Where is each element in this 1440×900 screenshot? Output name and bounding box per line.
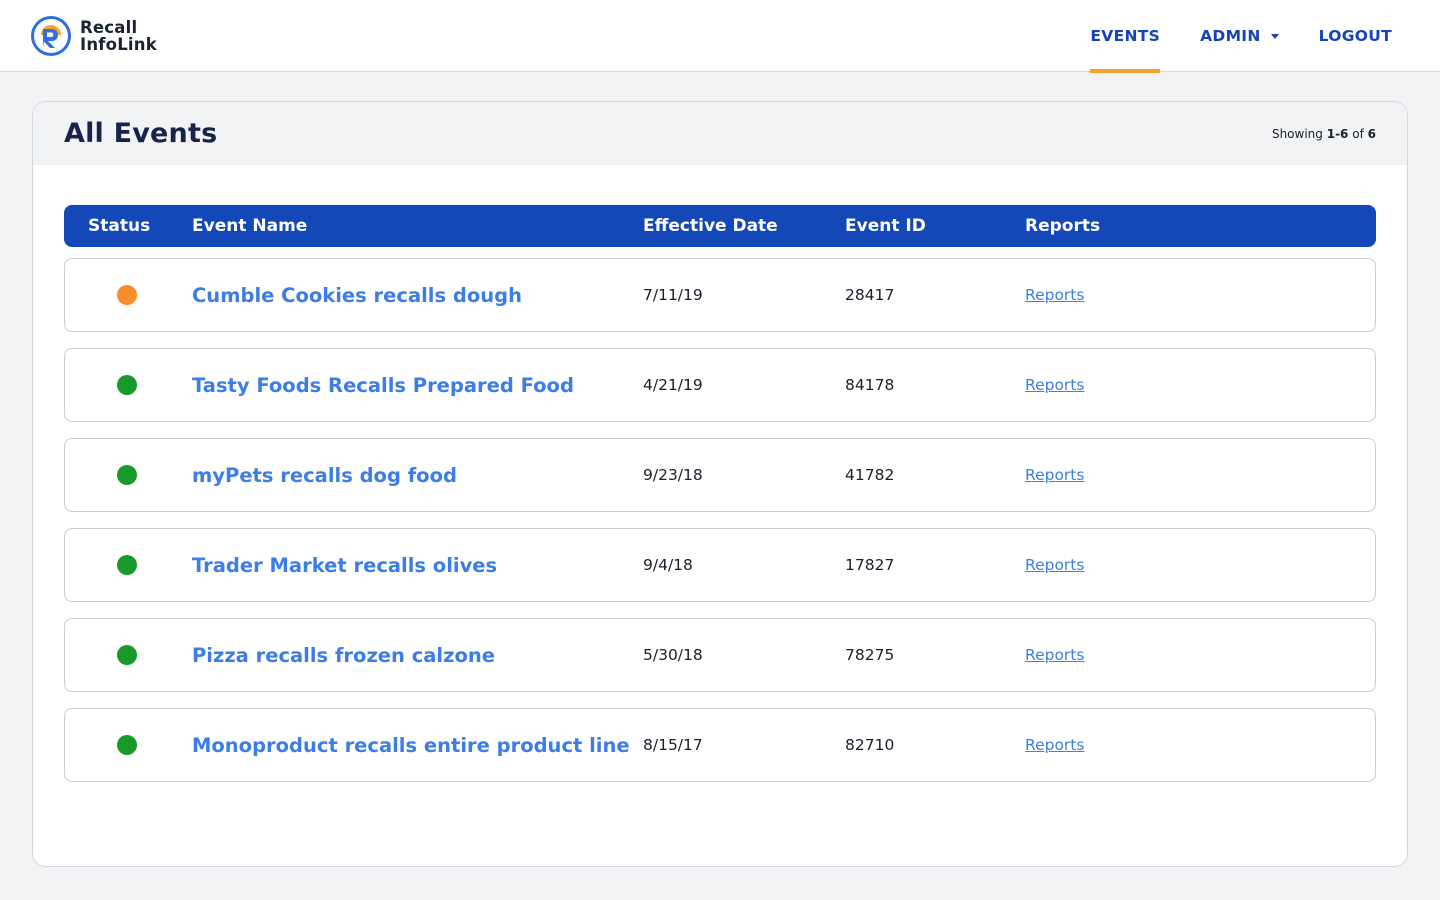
event-name-link[interactable]: Cumble Cookies recalls dough bbox=[192, 283, 522, 307]
reports-link[interactable]: Reports bbox=[1025, 286, 1085, 304]
status-cell bbox=[117, 349, 137, 421]
status-cell bbox=[117, 259, 137, 331]
event-name-link[interactable]: Tasty Foods Recalls Prepared Food bbox=[192, 373, 574, 397]
status-cell bbox=[117, 619, 137, 691]
event-id-cell: 28417 bbox=[845, 286, 895, 304]
column-header-reports: Reports bbox=[1025, 216, 1101, 236]
reports-link[interactable]: Reports bbox=[1025, 376, 1085, 394]
status-dot-icon bbox=[117, 375, 137, 395]
effective-date-cell: 5/30/18 bbox=[643, 646, 703, 664]
status-dot-icon bbox=[117, 465, 137, 485]
showing-total: 6 bbox=[1367, 126, 1376, 141]
event-id-cell: 41782 bbox=[845, 466, 895, 484]
reports-cell: Reports bbox=[1025, 529, 1084, 601]
status-cell bbox=[117, 439, 137, 511]
showing-range: 1-6 bbox=[1326, 126, 1349, 141]
event-name-cell: Monoproduct recalls entire product line bbox=[192, 709, 630, 781]
page-title: All Events bbox=[64, 118, 218, 149]
event-name-cell: Tasty Foods Recalls Prepared Food bbox=[192, 349, 574, 421]
effective-date-cell: 4/21/19 bbox=[643, 376, 703, 394]
table-row: Pizza recalls frozen calzone 5/30/18 782… bbox=[64, 618, 1376, 692]
status-dot-icon bbox=[117, 735, 137, 755]
reports-cell: Reports bbox=[1025, 439, 1084, 511]
table-row: Monoproduct recalls entire product line … bbox=[64, 708, 1376, 782]
table-header: Status Event Name Effective Date Event I… bbox=[64, 205, 1376, 247]
status-cell bbox=[117, 529, 137, 601]
event-id-cell: 17827 bbox=[845, 556, 895, 574]
logo-wordmark: Recall InfoLink bbox=[80, 19, 157, 53]
reports-link[interactable]: Reports bbox=[1025, 736, 1085, 754]
event-name-link[interactable]: Trader Market recalls olives bbox=[192, 553, 498, 577]
nav-events[interactable]: EVENTS bbox=[1090, 0, 1161, 73]
logo-line-2: InfoLink bbox=[80, 35, 157, 54]
event-name-link[interactable]: Pizza recalls frozen calzone bbox=[192, 643, 495, 667]
nav-admin-dropdown[interactable]: ADMIN bbox=[1200, 0, 1279, 72]
card-header: All Events Showing 1-6 of 6 bbox=[33, 102, 1407, 165]
effective-date-cell: 8/15/17 bbox=[643, 736, 703, 754]
table-row: Cumble Cookies recalls dough 7/11/19 284… bbox=[64, 258, 1376, 332]
main-nav: EVENTS ADMIN LOGOUT bbox=[1050, 0, 1392, 73]
nav-events-label: EVENTS bbox=[1090, 27, 1161, 45]
nav-logout[interactable]: LOGOUT bbox=[1319, 0, 1392, 72]
results-count: Showing 1-6 of 6 bbox=[1272, 127, 1376, 141]
top-bar: Recall InfoLink EVENTS ADMIN LOGOUT bbox=[0, 0, 1440, 73]
column-header-status: Status bbox=[88, 216, 151, 236]
table-row: myPets recalls dog food 9/23/18 41782 Re… bbox=[64, 438, 1376, 512]
event-name-cell: myPets recalls dog food bbox=[192, 439, 457, 511]
status-dot-icon bbox=[117, 645, 137, 665]
reports-link[interactable]: Reports bbox=[1025, 466, 1085, 484]
effective-date-cell: 9/4/18 bbox=[643, 556, 693, 574]
reports-cell: Reports bbox=[1025, 349, 1084, 421]
event-name-cell: Trader Market recalls olives bbox=[192, 529, 497, 601]
app-logo[interactable]: Recall InfoLink bbox=[31, 16, 157, 56]
event-id-cell: 78275 bbox=[845, 646, 895, 664]
status-dot-icon bbox=[117, 285, 137, 305]
nav-admin-label: ADMIN bbox=[1200, 27, 1261, 45]
status-dot-icon bbox=[117, 555, 137, 575]
event-name-link[interactable]: Monoproduct recalls entire product line bbox=[192, 733, 630, 757]
reports-link[interactable]: Reports bbox=[1025, 556, 1085, 574]
events-card: All Events Showing 1-6 of 6 Status Event… bbox=[32, 101, 1408, 867]
logo-line-1: Recall bbox=[80, 18, 138, 37]
nav-logout-label: LOGOUT bbox=[1318, 27, 1392, 45]
column-header-effective-date: Effective Date bbox=[643, 216, 778, 236]
reports-cell: Reports bbox=[1025, 259, 1084, 331]
showing-prefix: Showing bbox=[1271, 126, 1323, 141]
event-name-cell: Pizza recalls frozen calzone bbox=[192, 619, 495, 691]
events-table-body: Cumble Cookies recalls dough 7/11/19 284… bbox=[64, 258, 1376, 798]
reports-link[interactable]: Reports bbox=[1025, 646, 1085, 664]
effective-date-cell: 9/23/18 bbox=[643, 466, 703, 484]
event-id-cell: 82710 bbox=[845, 736, 895, 754]
status-cell bbox=[117, 709, 137, 781]
effective-date-cell: 7/11/19 bbox=[643, 286, 703, 304]
event-name-cell: Cumble Cookies recalls dough bbox=[192, 259, 522, 331]
reports-cell: Reports bbox=[1025, 709, 1084, 781]
column-header-event-name: Event Name bbox=[192, 216, 308, 236]
column-header-event-id: Event ID bbox=[845, 216, 926, 236]
recall-infolink-logo-icon bbox=[31, 16, 71, 56]
showing-of: of bbox=[1352, 126, 1364, 141]
event-id-cell: 84178 bbox=[845, 376, 895, 394]
event-name-link[interactable]: myPets recalls dog food bbox=[192, 463, 457, 487]
reports-cell: Reports bbox=[1025, 619, 1084, 691]
chevron-down-icon bbox=[1270, 34, 1279, 39]
table-row: Trader Market recalls olives 9/4/18 1782… bbox=[64, 528, 1376, 602]
table-row: Tasty Foods Recalls Prepared Food 4/21/1… bbox=[64, 348, 1376, 422]
